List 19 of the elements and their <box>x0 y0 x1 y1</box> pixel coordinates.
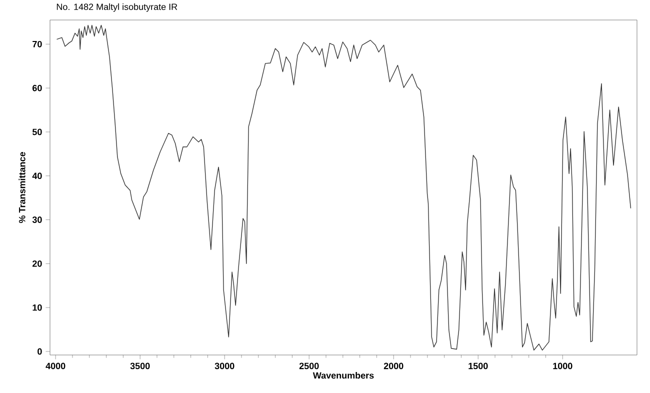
x-tick-label: 2500 <box>299 362 319 370</box>
x-tick-label: 3500 <box>130 362 150 370</box>
x-tick-label: 3000 <box>214 362 234 370</box>
y-tick-label: 30 <box>32 216 42 223</box>
y-tick-label: 70 <box>32 40 42 48</box>
y-tick-label: 60 <box>32 84 42 92</box>
y-tick-label: 10 <box>32 304 42 311</box>
y-tick-label: 0 <box>38 348 42 355</box>
x-tick-label: 1000 <box>553 362 572 370</box>
line-series <box>56 24 632 351</box>
x-tick-label: 1500 <box>468 362 488 370</box>
y-axis-title: % Transmittance <box>18 152 26 224</box>
y-tick-label: 40 <box>32 172 42 180</box>
y-tick-label: 50 <box>32 128 42 136</box>
x-tick-label: 4000 <box>46 362 66 370</box>
x-tick-label: 2000 <box>384 362 404 370</box>
chart-title: No. 1482 Maltyl isobutyrate IR <box>56 3 178 12</box>
x-axis-title: Wavenumbers <box>312 372 374 379</box>
y-tick-label: 20 <box>32 260 42 267</box>
